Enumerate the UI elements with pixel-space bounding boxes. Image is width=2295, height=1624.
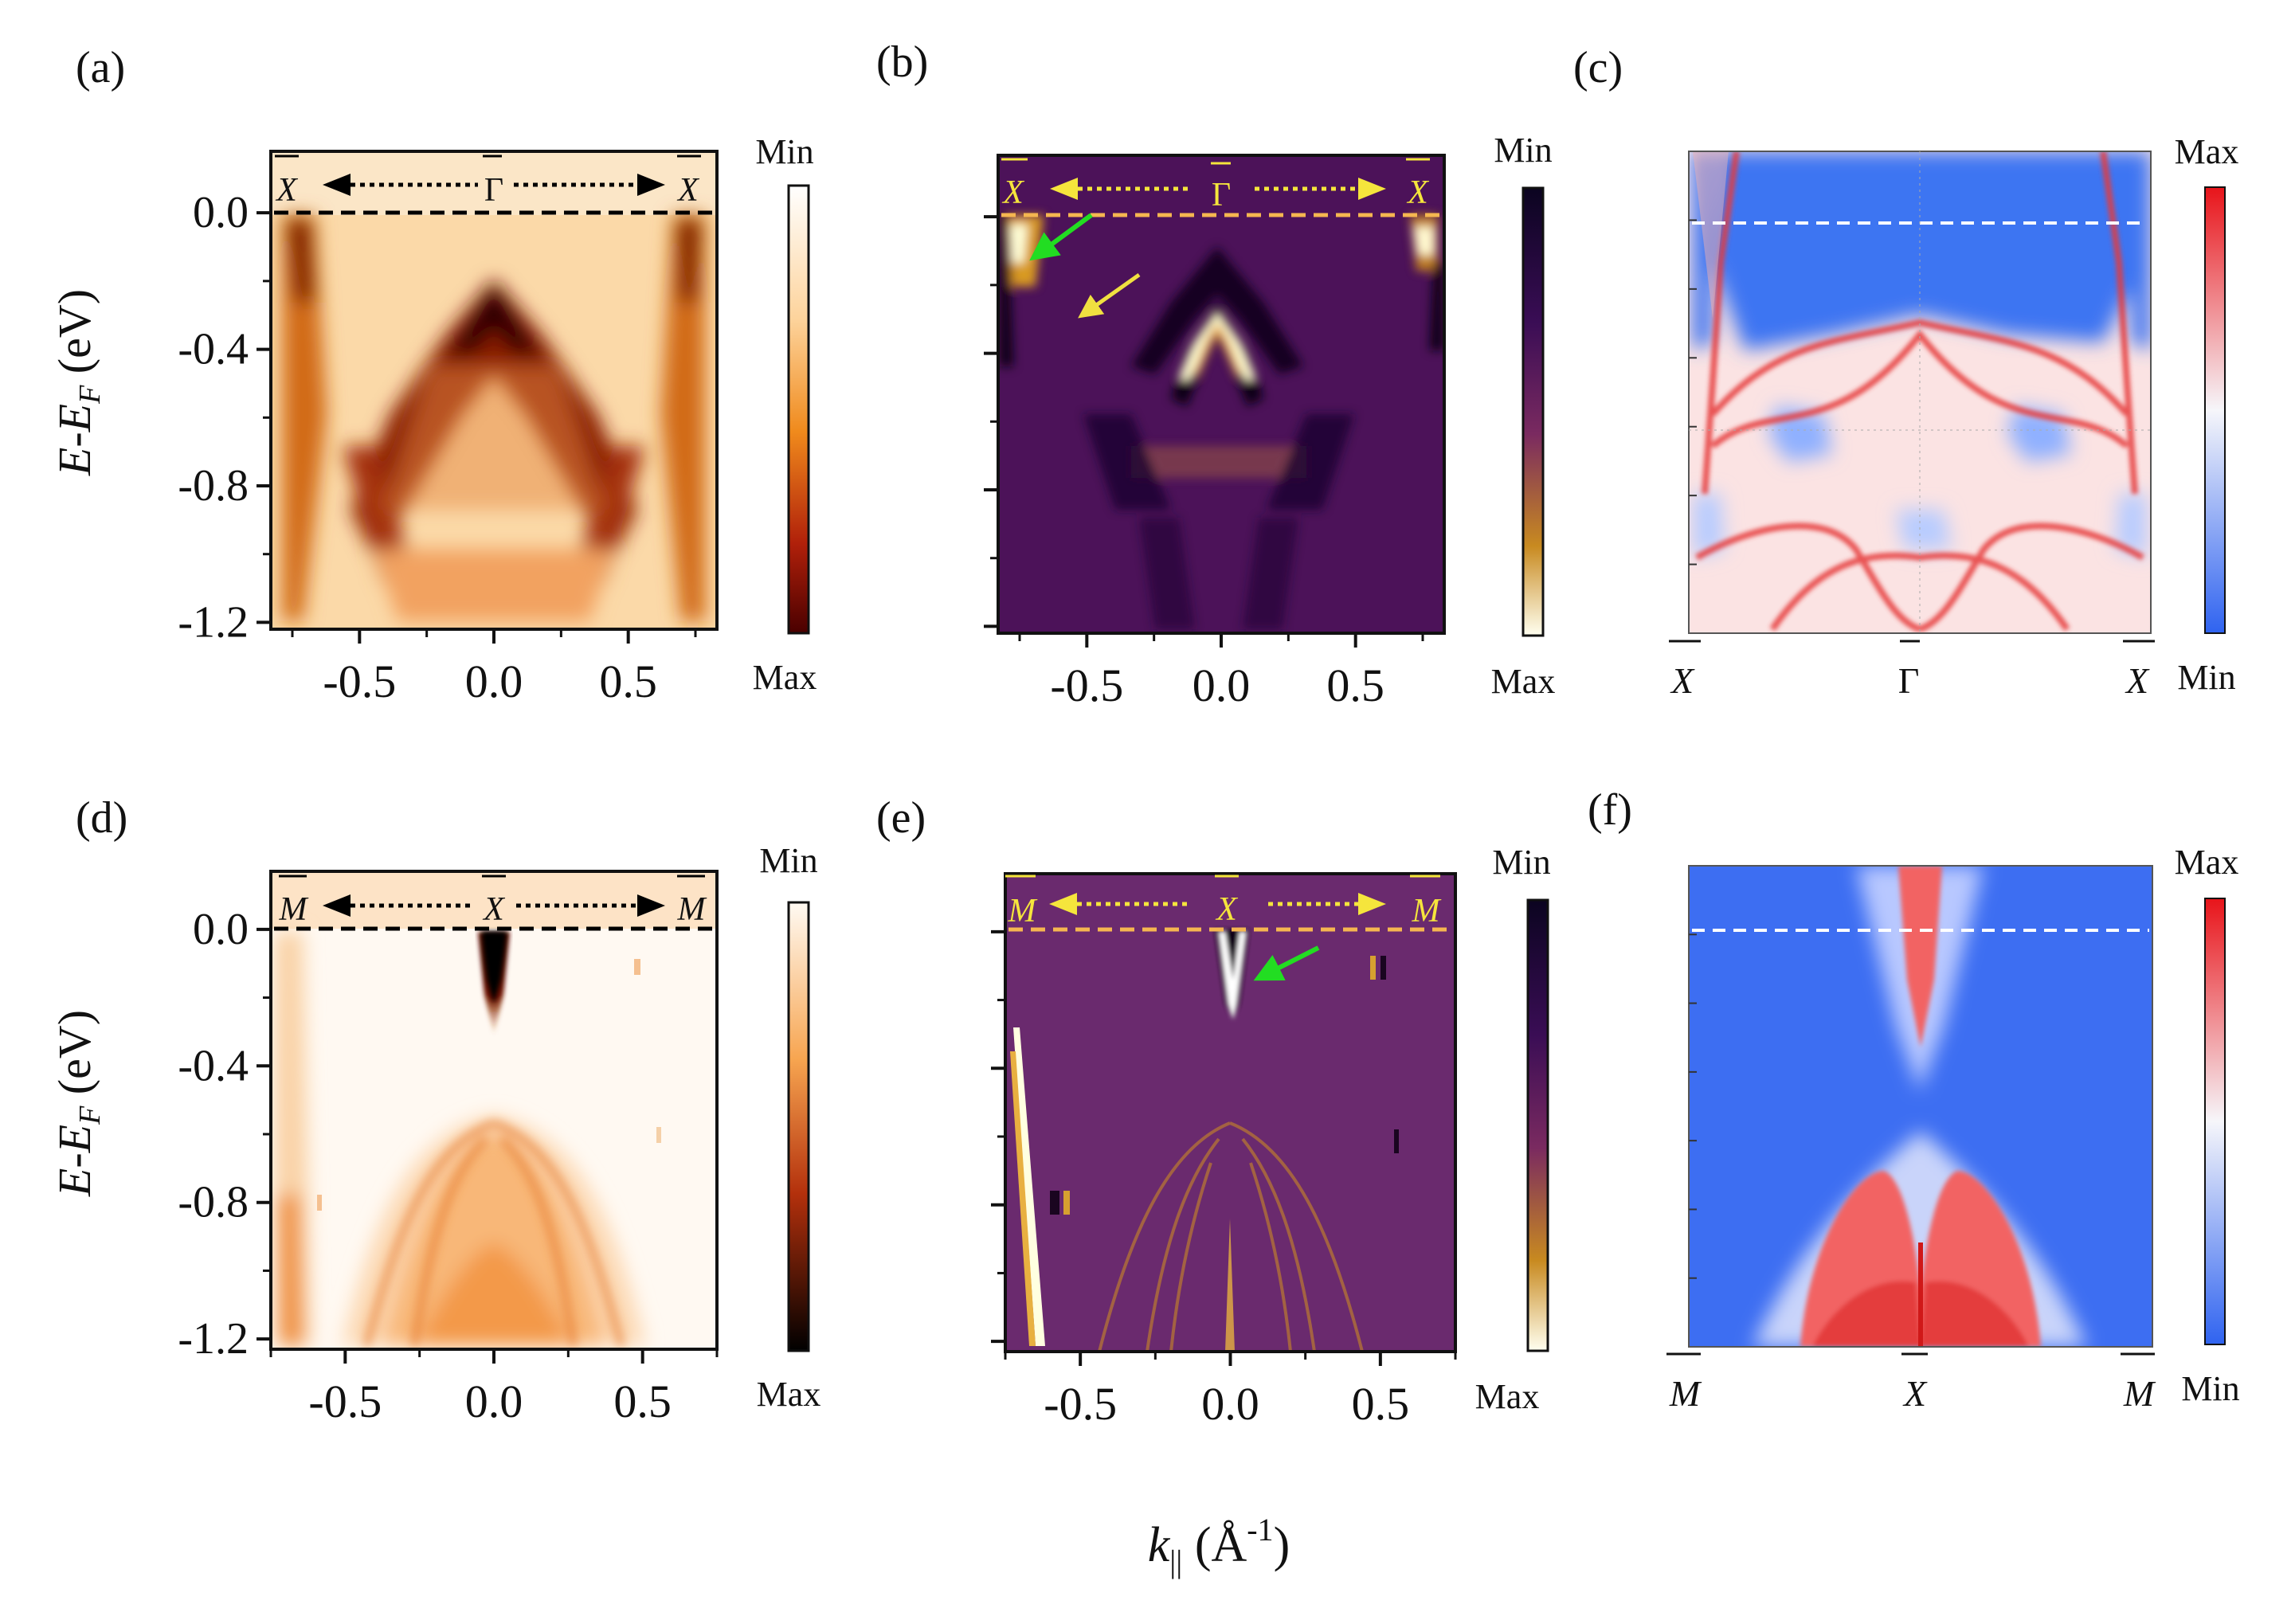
x-axis-label: k|| (Å-1) [1148,1512,1290,1579]
panel-f-axes [1688,865,2153,1348]
panel-d-ytick-label: -0.8 [178,1178,249,1227]
panel-d-path-label-left: M [279,891,309,928]
panel-c-colorbar [2204,186,2226,634]
panel-b-xtick-label: 0.0 [1193,659,1251,711]
panel-e-path-label-left: M [1008,893,1038,929]
panel-c-ticks [1689,219,1697,565]
panel-f-heatmap [1689,866,2152,1347]
panel-label-d: (d) [76,793,127,843]
panel-b-ticks: -0.5 0.0 0.5 [984,215,1424,711]
panel-b-path-label-mid: Γ [1212,177,1231,213]
panel-a-ytick-label: -0.4 [178,325,249,374]
panel-b-yellow-arrow-icon [1078,272,1141,319]
panel-e-green-arrow-icon [1253,945,1320,981]
panel-b-right-arrow-icon [1358,178,1386,200]
panel-label-a: (a) [76,43,125,92]
panel-e-path-label-mid: X [1215,891,1239,928]
panel-d-xtick-label: 0.0 [465,1376,523,1427]
panel-c-path-label-right: X [2125,660,2150,701]
panel-f-path-label-left: M [1669,1373,1702,1414]
panel-b-heatmap [998,155,1444,633]
panel-d-left-arrow-icon [323,894,351,917]
panel-c-axes [1688,151,2152,634]
panel-e-colorbar-bottom-label: Max [1475,1377,1540,1416]
panel-c-path-label-left: X [1670,660,1695,701]
panel-e-left-arrow-icon [1049,893,1077,915]
panel-b-path-label-left: X [1001,174,1025,211]
panel-d-ticks: -0.5 0.0 0.5 0.0 -0.4 -0.8 -1.2 [178,905,719,1427]
panel-b-path-labels: X Γ X [1001,158,1430,213]
panel-e-right-arrow-icon [1358,893,1386,915]
panel-a-right-arrow-icon [637,174,665,196]
panel-e-xtick-label: 0.0 [1201,1378,1259,1430]
panel-d-path-label-mid: X [482,891,506,928]
panel-e-heatmap [1005,874,1455,1352]
panel-f-colorbar-top-label: Max [2175,843,2239,882]
y-axis-label-top: E-EF (eV) [49,289,107,476]
panel-d-colorbar-top-label: Min [759,841,817,880]
panel-e-path-labels: M X M [1005,875,1442,929]
panel-e-xtick-label: -0.5 [1044,1378,1117,1430]
panel-d-ytick-label: 0.0 [193,905,249,954]
panel-b-path-label-right: X [1406,174,1430,211]
panel-a-path-label-left: X [275,172,299,209]
panel-e-colorbar-top-label: Min [1492,843,1550,882]
panel-a-ytick-label: -1.2 [178,597,249,647]
panel-a-xtick-label: -0.5 [323,655,396,707]
panel-a-left-arrow-icon [323,174,351,196]
panel-c-colorbar-bottom-label: Min [2177,658,2235,697]
panel-e-path-label-right: M [1412,893,1442,929]
panel-b-green-arrow-icon [1029,213,1093,261]
panel-a-path-label-mid: Γ [484,172,503,209]
panel-d-heatmap [271,871,717,1349]
panel-b-colorbar [1522,186,1545,637]
panel-a-colorbar-top-label: Min [755,132,813,171]
panel-a-path-label-right: X [676,172,700,209]
panel-label-b: (b) [876,37,928,87]
panel-e-ticks: -0.5 0.0 0.5 [991,929,1457,1430]
panel-a-path-labels: X Γ X [275,155,701,209]
panel-c-path-labels: X Γ X [1669,640,2155,701]
panel-a-ytick-label: 0.0 [193,188,249,237]
panel-f-path-labels: M X M [1666,1352,2156,1414]
panel-label-f: (f) [1588,785,1632,835]
panel-f-path-label-mid: X [1902,1373,1928,1414]
panel-a-ticks: -0.5 0.0 0.5 0.0 -0.4 -0.8 -1.2 [178,188,697,707]
panel-d-colorbar [787,901,810,1352]
panel-label-c: (c) [1573,43,1623,92]
panel-d-ytick-label: -0.4 [178,1041,249,1090]
panel-a-heatmap [271,151,717,629]
panel-b-xtick-label: -0.5 [1050,659,1123,711]
panel-d-ytick-label: -1.2 [178,1314,249,1364]
panel-b-colorbar-bottom-label: Max [1491,662,1556,701]
panel-c-heatmap [1689,151,2151,633]
panel-f-colorbar [2204,898,2226,1345]
panel-d-xtick-label: -0.5 [308,1376,382,1427]
panel-a-ytick-label: -0.8 [178,461,249,511]
panel-c-colorbar-top-label: Max [2175,132,2239,171]
panel-d-colorbar-bottom-label: Max [757,1375,821,1414]
panel-f-path-label-right: M [2123,1373,2156,1414]
panel-f-ticks [1689,933,1697,1279]
panel-e-colorbar [1526,898,1549,1352]
panel-a-colorbar-bottom-label: Max [753,658,817,697]
panel-c-path-label-mid: Γ [1898,660,1920,701]
panel-a-axes [269,150,719,631]
panel-d-path-label-right: M [677,891,707,928]
panel-a-colorbar [787,184,810,635]
panel-f-colorbar-bottom-label: Min [2181,1369,2239,1408]
panel-d-path-labels: M X M [279,875,707,928]
panel-label-e: (e) [876,793,926,843]
panel-a-xtick-label: 0.0 [465,655,523,707]
panel-e-xtick-label: 0.5 [1352,1378,1410,1430]
panel-d-right-arrow-icon [637,894,665,917]
y-axis-label-bottom: E-EF (eV) [49,1010,107,1197]
panel-b-xtick-label: 0.5 [1326,659,1384,711]
panel-b-colorbar-top-label: Min [1494,131,1552,170]
panel-b-left-arrow-icon [1050,178,1078,200]
panel-d-xtick-label: 0.5 [613,1376,672,1427]
panel-a-xtick-label: 0.5 [599,655,657,707]
